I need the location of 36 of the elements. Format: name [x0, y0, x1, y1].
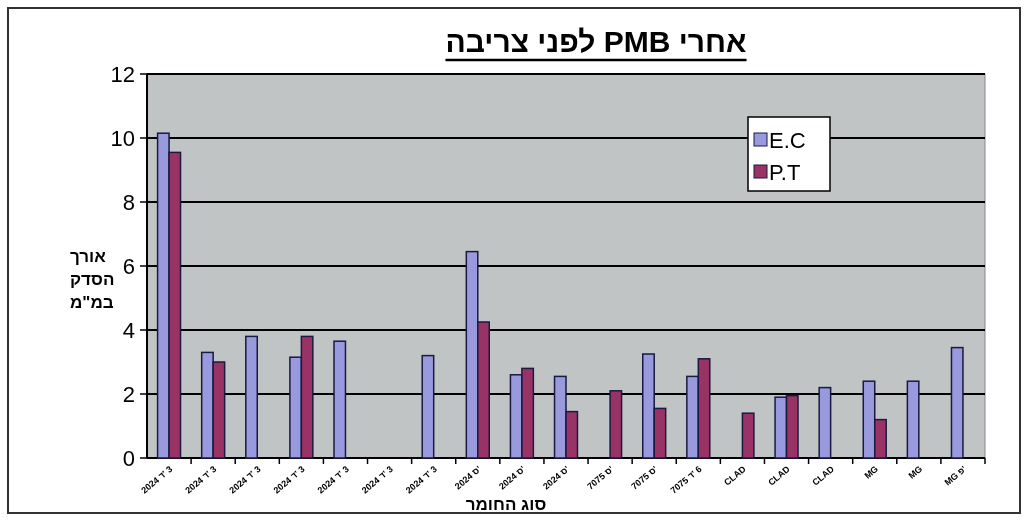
bar	[906, 380, 920, 459]
bar	[245, 335, 259, 459]
legend-label: P.T	[769, 160, 801, 185]
x-tick-label: 2024 ד' 3	[315, 463, 351, 496]
x-tick-label: 2024 ס'	[541, 463, 572, 492]
bar	[950, 346, 964, 459]
x-tick-label: 2024 ד' 3	[227, 463, 263, 496]
chart-title: אחרי PMB לפני צריבה	[445, 25, 747, 58]
x-tick-label: MG	[862, 463, 881, 481]
y-axis-title: אורך הסדק במ"מ	[70, 247, 115, 312]
bar	[333, 340, 347, 459]
x-tick-label: 7075 ס'	[629, 463, 660, 492]
y-tick-label: 12	[110, 62, 135, 87]
x-tick-label: 2024 ד' 3	[403, 463, 439, 496]
x-tick-label: MG	[906, 463, 925, 481]
bar	[421, 354, 435, 459]
x-tick-label: 7075 ס'	[585, 463, 616, 492]
x-tick-label: 2024 ד' 3	[359, 463, 395, 496]
x-axis-title: סוג החומר	[465, 495, 547, 514]
bar	[609, 390, 623, 459]
y-tick-label: 6	[122, 254, 135, 279]
y-tick-label: 4	[122, 318, 135, 343]
x-tick-label: 2024 ד' 3	[271, 463, 307, 496]
y-tick-label: 2	[122, 382, 135, 407]
x-tick-label: 2024 ס'	[452, 463, 484, 492]
x-tick-label: 2024 ד' 3	[139, 463, 175, 496]
bar	[818, 386, 832, 459]
bar	[741, 412, 755, 459]
x-tick-label: MG פ'	[942, 463, 969, 488]
y-tick-label: 8	[122, 190, 135, 215]
x-tick-label: 2024 ס'	[497, 463, 528, 492]
x-tick-label: 2024 ד' 3	[183, 463, 219, 496]
legend-label: E.C	[769, 128, 806, 153]
y-tick-label: 10	[110, 126, 135, 151]
x-tick-label: 7075 ד' 6	[668, 463, 704, 496]
y-tick-label: 0	[122, 446, 135, 471]
